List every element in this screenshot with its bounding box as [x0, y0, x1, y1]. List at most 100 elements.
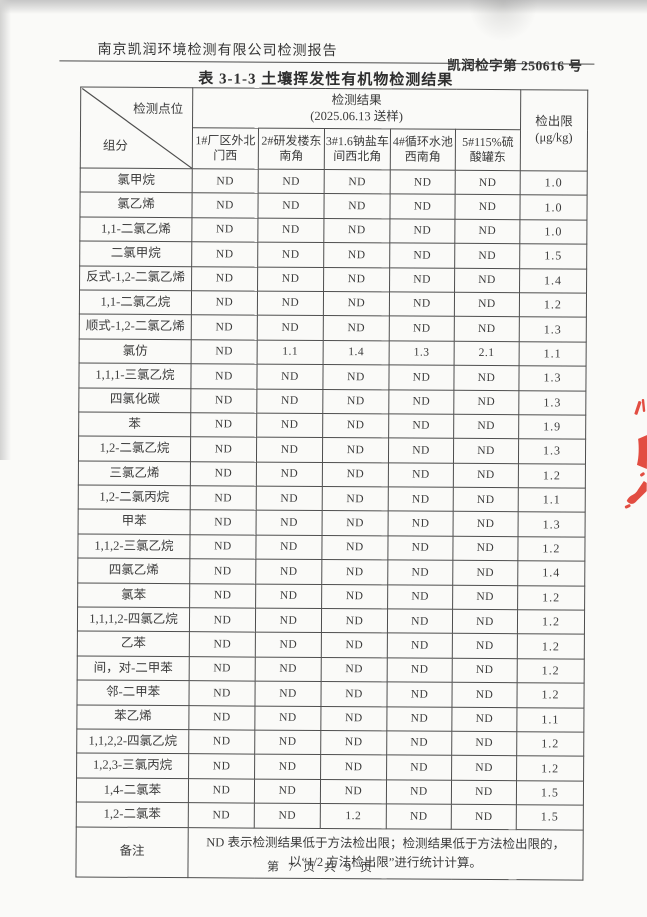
- diagonal-line: [81, 88, 193, 169]
- detection-limit: 1.3: [518, 512, 586, 537]
- result-value: ND: [323, 218, 390, 244]
- limit-header-cell: 检出限 (μg/kg): [520, 89, 588, 172]
- result-value: ND: [254, 681, 322, 707]
- detection-limit: 1.3: [518, 390, 586, 416]
- result-value: ND: [453, 487, 519, 513]
- compound-name: 1,2-二氯丙烷: [78, 485, 191, 511]
- result-value: ND: [189, 607, 256, 633]
- detection-limit: 1.2: [519, 292, 587, 318]
- result-value: ND: [256, 412, 323, 438]
- detection-limit: 1.2: [517, 658, 585, 684]
- compound-name: 1,1-二氯乙烯: [79, 216, 192, 242]
- result-value: ND: [387, 633, 453, 659]
- table-row: 四氯化碳 ND ND ND ND ND 1.3: [78, 387, 586, 416]
- table-row: 1,2,3-三氯丙烷 ND ND ND ND ND 1.2: [76, 753, 584, 781]
- result-value: ND: [388, 511, 454, 537]
- table-row: 1,1,2-三氯乙烷 ND ND ND ND ND 1.2: [77, 533, 586, 562]
- detection-limit: 1.1: [518, 487, 586, 513]
- result-value: ND: [387, 535, 454, 561]
- result-value: ND: [386, 682, 453, 707]
- compound-name: 乙苯: [77, 631, 190, 657]
- detection-limit: 1.5: [516, 780, 584, 806]
- compound-name: 1,1,2-三氯乙烷: [77, 533, 191, 559]
- result-value: ND: [453, 462, 519, 488]
- compound-name: 间，对-二甲苯: [77, 655, 190, 681]
- detection-limit: 1.2: [516, 756, 584, 781]
- report-header-rule: 南京凯润环境检测有限公司检测报告 凯润检字第 250616 号: [59, 36, 595, 74]
- result-value: ND: [190, 388, 257, 413]
- table-row: 1,2-二氯苯 ND ND 1.2 ND ND 1.5: [76, 802, 584, 830]
- result-value: ND: [321, 632, 388, 658]
- result-value: ND: [256, 461, 323, 487]
- result-value: 1.4: [323, 340, 390, 366]
- detection-limit: 1.2: [518, 463, 586, 489]
- result-value: ND: [386, 730, 452, 756]
- result-value: ND: [453, 511, 519, 537]
- corner-header-cell: 检测点位 组分: [80, 87, 193, 169]
- result-value: ND: [188, 754, 255, 779]
- compound-name: 三氯乙烯: [78, 460, 191, 486]
- result-value: ND: [190, 412, 257, 438]
- compound-name: 1,2,3-三氯丙烷: [76, 753, 189, 779]
- result-value: ND: [453, 389, 519, 415]
- detection-limit: 1.4: [517, 560, 585, 586]
- site-column-3: 3#1.6钠盐车间西北角: [324, 128, 391, 170]
- site-column-2: 2#研发楼东南角: [258, 128, 325, 170]
- compound-name: 氯苯: [77, 582, 190, 608]
- table-row: 二氯甲烷 ND ND ND ND ND 1.5: [79, 241, 587, 269]
- red-stamp-fragment: [624, 398, 647, 509]
- table-body: 氯甲烷 ND ND ND ND ND 1.0 氯乙烯 ND ND ND ND N…: [76, 168, 588, 830]
- result-value: ND: [454, 267, 520, 293]
- result-value: ND: [320, 681, 388, 707]
- table-row: 1,1,1-三氯乙烷 ND ND ND ND ND 1.3: [78, 363, 587, 391]
- result-value: ND: [190, 510, 257, 535]
- result-value: ND: [321, 559, 388, 585]
- compound-name: 邻-二甲苯: [76, 680, 190, 706]
- compound-name: 1,4-二氯苯: [76, 777, 189, 803]
- result-value: ND: [255, 656, 322, 682]
- detection-limit: 1.0: [519, 219, 587, 245]
- table-row: 1,1-二氯乙烷 ND ND ND ND ND 1.2: [79, 289, 587, 318]
- detection-limit: 1.2: [516, 731, 584, 757]
- result-value: ND: [189, 656, 256, 682]
- result-value: ND: [322, 413, 389, 439]
- company-name: 南京凯润环境检测有限公司检测报告: [97, 42, 338, 60]
- result-value: ND: [452, 609, 518, 635]
- table-row: 1,2-二氯乙烷 ND ND ND ND ND 1.3: [78, 436, 586, 464]
- table-row: 顺式-1,2-二氯乙烯 ND ND ND ND ND 1.3: [79, 314, 587, 342]
- compound-name: 四氯化碳: [78, 387, 191, 413]
- result-value: ND: [455, 170, 521, 196]
- result-value: ND: [255, 583, 322, 609]
- compound-name: 氯甲烷: [80, 168, 193, 194]
- result-value: ND: [388, 486, 454, 512]
- table-header: 检测点位 组分 检测结果 (2025.06.13 送样) 检出限 (μg/kg)…: [80, 87, 588, 172]
- table-row: 1,1-二氯乙烯 ND ND ND ND ND 1.0: [79, 216, 587, 245]
- result-value: ND: [386, 804, 452, 829]
- result-value: ND: [189, 632, 256, 657]
- result-value: ND: [454, 292, 520, 318]
- result-value: 2.1: [454, 341, 520, 366]
- result-header-cell: 检测结果 (2025.06.13 送样): [192, 87, 521, 130]
- result-value: ND: [453, 365, 520, 391]
- result-value: ND: [390, 169, 456, 195]
- result-value: ND: [257, 242, 324, 268]
- detection-limit: 1.4: [519, 268, 587, 294]
- detection-limit: 1.2: [516, 682, 585, 708]
- table-row: 乙苯 ND ND ND ND ND 1.2: [77, 631, 585, 659]
- result-value: ND: [190, 485, 257, 511]
- result-value: ND: [323, 291, 390, 317]
- compound-name: 1,2-二氯苯: [76, 802, 189, 828]
- compound-name: 四氯乙烯: [77, 558, 190, 584]
- result-value: ND: [321, 535, 389, 561]
- site-column-5: 5#115%硫酸罐东: [455, 129, 521, 171]
- corner-label-points: 检测点位: [133, 101, 184, 117]
- detection-limit: 1.3: [519, 317, 587, 342]
- result-value: ND: [389, 243, 455, 268]
- table-row: 间，对-二甲苯 ND ND ND ND ND 1.2: [77, 655, 585, 684]
- table-row: 1,4-二氯苯 ND ND ND ND ND 1.5: [76, 777, 584, 806]
- site-column-1: 1#厂区外北门西: [192, 127, 259, 170]
- result-value: ND: [388, 462, 454, 488]
- table-row: 氯甲烷 ND ND ND ND ND 1.0: [80, 168, 588, 196]
- table-row: 氯仿 ND 1.1 1.4 1.3 2.1 1.1: [79, 338, 587, 367]
